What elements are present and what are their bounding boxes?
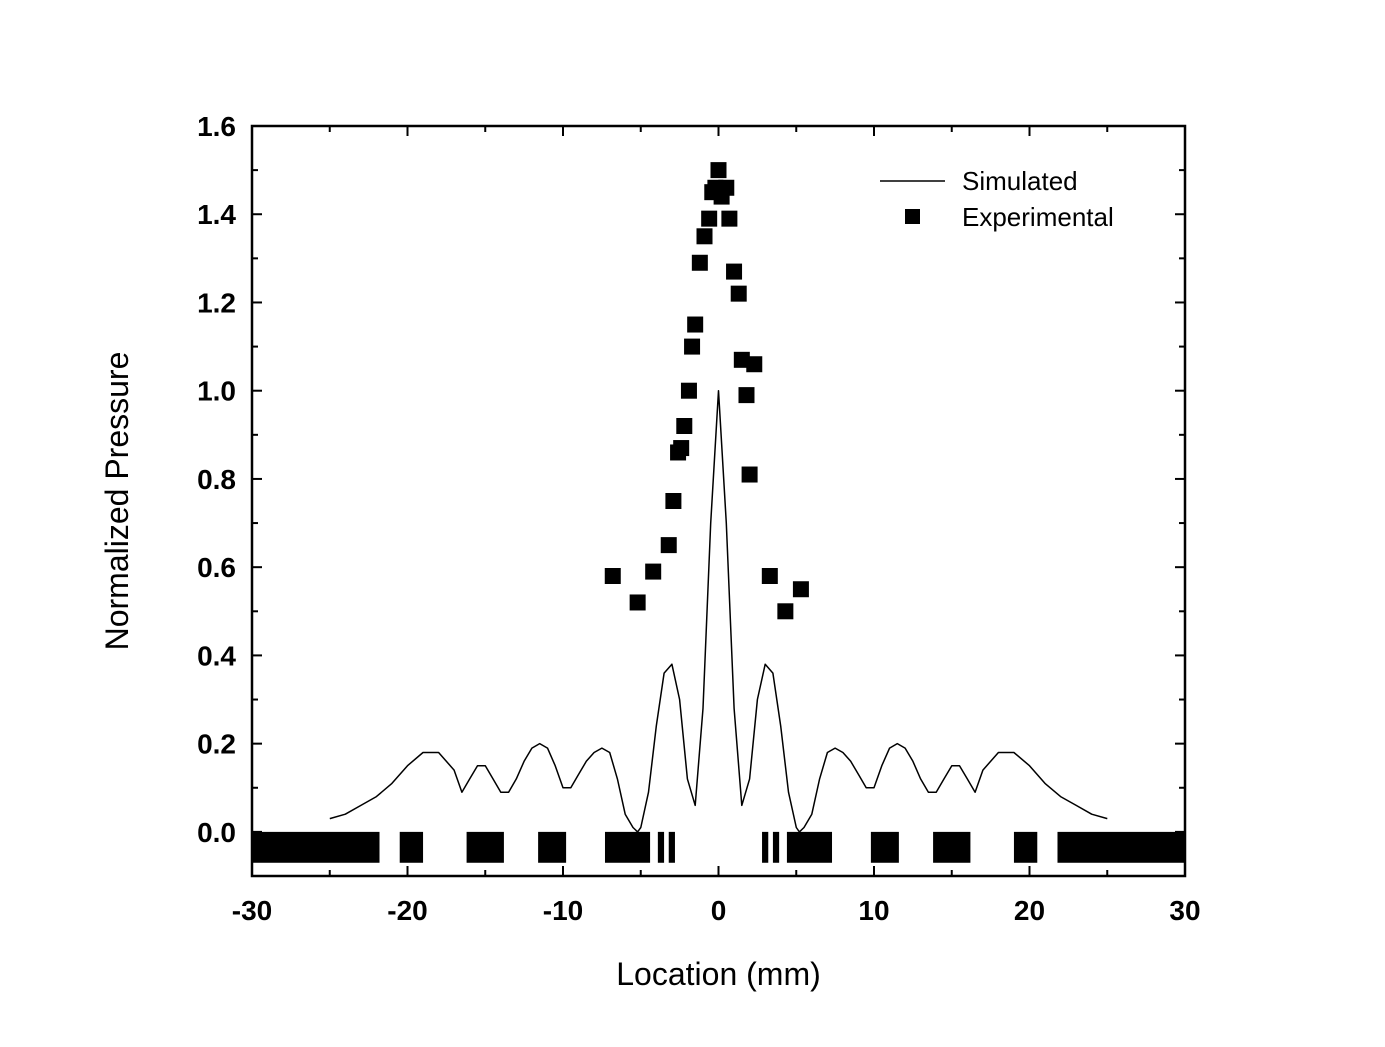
y-tick-label: 1.6 [197,111,236,142]
transducer-element-bars [252,831,1185,863]
experimental-point [761,568,778,584]
legend-simulated-label: Simulated [962,166,1078,196]
experimental-point [676,418,693,434]
x-tick-label: -30 [232,895,272,926]
y-axis-label: Normalized Pressure [99,352,135,651]
experimental-point [660,537,677,554]
experimental-point [604,568,621,584]
transducer-bar-7 [762,831,769,863]
legend-experimental-swatch [905,209,920,224]
x-tick-label: 20 [1014,895,1045,926]
x-tick-label: -20 [387,895,427,926]
transducer-bar-6 [668,831,675,863]
y-axis-ticks: 0.0 0.2 0.4 0.6 0.8 1.0 1.2 1.4 1.6 [197,111,1185,877]
experimental-point [696,228,713,245]
transducer-bar-13 [1057,831,1185,863]
experimental-point [746,356,763,373]
x-axis-label: Location (mm) [616,956,821,992]
experimental-point [777,603,794,620]
experimental-point [741,466,758,483]
x-tick-label: 0 [711,895,727,926]
plot-frame [250,124,1187,878]
experimental-point [726,263,743,280]
legend: Simulated Experimental [880,166,1114,232]
experimental-point [701,210,718,227]
experimental-point [645,563,662,580]
y-tick-label: 0.6 [197,552,236,583]
experimental-point [792,581,809,598]
x-tick-label: 30 [1169,895,1200,926]
experimental-point [691,254,708,271]
y-tick-label: 0.2 [197,729,236,760]
experimental-point [629,594,646,611]
experimental-point [665,493,682,509]
simulated-series [329,389,1108,833]
x-axis-ticks: -30 -20 -10 0 10 20 30 [232,126,1201,926]
transducer-bar-2 [466,831,504,863]
y-tick-label: 1.4 [197,199,236,230]
experimental-point [684,338,701,355]
simulated-line [329,389,1108,833]
transducer-bar-4 [604,831,651,863]
experimental-point [710,162,727,179]
experimental-point [721,210,738,227]
transducer-bar-3 [538,831,567,863]
experimental-point [730,285,747,302]
experimental-point [718,179,735,196]
experimental-series [604,162,809,620]
y-tick-label: 0.0 [197,817,236,848]
x-tick-label: -10 [543,895,583,926]
transducer-bar-11 [933,831,971,863]
y-tick-label: 1.2 [197,287,236,318]
x-tick-label: 10 [858,895,889,926]
experimental-point [687,316,704,333]
experimental-point [738,387,755,404]
transducer-bar-10 [870,831,899,863]
transducer-bar-5 [657,831,665,863]
y-tick-label: 0.8 [197,464,236,495]
transducer-bar-8 [772,831,780,863]
experimental-point [680,382,697,399]
legend-experimental-label: Experimental [962,202,1114,232]
transducer-bar-9 [786,831,833,863]
experimental-point [673,440,690,457]
experimental-point [733,351,750,368]
transducer-bar-1 [399,831,424,863]
y-tick-label: 1.0 [197,376,236,407]
y-tick-label: 0.4 [197,640,236,671]
transducer-bar-12 [1013,831,1038,863]
transducer-bar-0 [252,831,380,863]
